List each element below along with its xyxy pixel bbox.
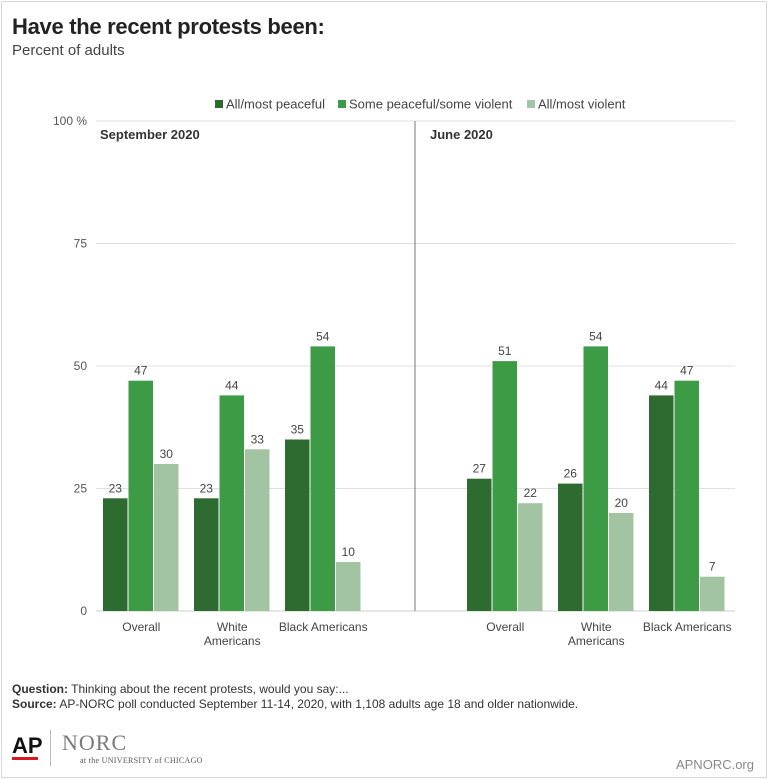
- bar-chart: 0 25 50 75 100 % All/most peaceful Some peacef…: [53, 97, 735, 648]
- bar: [103, 498, 128, 611]
- data-label: 47: [680, 364, 694, 378]
- panel-title: September 2020: [100, 127, 200, 142]
- source-label: Source:: [12, 697, 57, 711]
- data-label: 30: [160, 447, 174, 461]
- category-label: Americans: [568, 634, 625, 648]
- y-tick-label: 75: [74, 237, 88, 251]
- bar: [194, 498, 219, 611]
- source-note: Source: AP-NORC poll conducted September…: [12, 697, 578, 711]
- data-label: 44: [655, 378, 669, 392]
- category-label: Overall: [122, 620, 160, 634]
- chart-title: Have the recent protests been:: [12, 14, 325, 39]
- site-link[interactable]: APNORC.org: [675, 757, 754, 772]
- data-label: 10: [342, 545, 356, 559]
- bar: [518, 503, 543, 611]
- legend-swatch-1: [338, 100, 346, 108]
- bar: [649, 395, 674, 611]
- data-label: 7: [709, 560, 716, 574]
- bar: [700, 576, 725, 611]
- bar: [492, 361, 517, 611]
- data-label: 54: [589, 329, 603, 343]
- bar: [583, 346, 608, 611]
- category-label: White: [217, 620, 248, 634]
- category-label: White: [581, 620, 612, 634]
- data-label: 26: [564, 467, 578, 481]
- source-text: AP-NORC poll conducted September 11-14, …: [59, 697, 579, 711]
- legend-swatch-2: [527, 100, 535, 108]
- question-note: Question: Thinking about the recent prot…: [12, 682, 349, 696]
- data-label: 22: [524, 486, 538, 500]
- question-text: Thinking about the recent protests, woul…: [71, 682, 349, 696]
- ap-logo-underline: [12, 757, 38, 760]
- bar: [285, 439, 310, 611]
- data-label: 20: [615, 496, 629, 510]
- logo-divider: [50, 730, 51, 766]
- question-label: Question:: [12, 682, 68, 696]
- data-label: 44: [225, 378, 239, 392]
- y-tick-label: 0: [80, 604, 87, 618]
- y-tick-label: 25: [74, 482, 88, 496]
- category-label: Black Americans: [279, 620, 368, 634]
- bar: [310, 346, 335, 611]
- data-label: 35: [291, 423, 305, 437]
- y-tick-label: 100 %: [53, 114, 87, 128]
- bar: [154, 464, 179, 611]
- bar: [609, 513, 634, 611]
- category-label: Americans: [204, 634, 261, 648]
- legend-label-1: Some peaceful/some violent: [349, 97, 513, 112]
- bar: [674, 380, 699, 611]
- y-tick-label: 50: [74, 359, 88, 373]
- bar: [128, 380, 153, 611]
- norc-logo: NORC: [62, 730, 128, 755]
- ap-logo: AP: [12, 733, 43, 758]
- data-label: 33: [251, 432, 265, 446]
- panel-title: June 2020: [430, 127, 493, 142]
- bar: [219, 395, 244, 611]
- bar: [467, 478, 492, 611]
- data-label: 47: [134, 364, 148, 378]
- bar: [245, 449, 270, 611]
- bar: [558, 483, 583, 611]
- uchicago-logo-text: at the UNIVERSITY of CHICAGO: [80, 756, 203, 765]
- data-label: 23: [109, 481, 123, 495]
- data-label: 51: [498, 344, 512, 358]
- data-label: 27: [473, 462, 487, 476]
- category-label: Overall: [486, 620, 524, 634]
- legend-label-0: All/most peaceful: [226, 97, 325, 112]
- legend-swatch-0: [215, 100, 223, 108]
- data-label: 23: [200, 481, 214, 495]
- chart-subtitle: Percent of adults: [12, 42, 125, 59]
- bar: [336, 562, 361, 611]
- legend-label-2: All/most violent: [538, 97, 626, 112]
- category-label: Black Americans: [643, 620, 732, 634]
- data-label: 54: [316, 329, 330, 343]
